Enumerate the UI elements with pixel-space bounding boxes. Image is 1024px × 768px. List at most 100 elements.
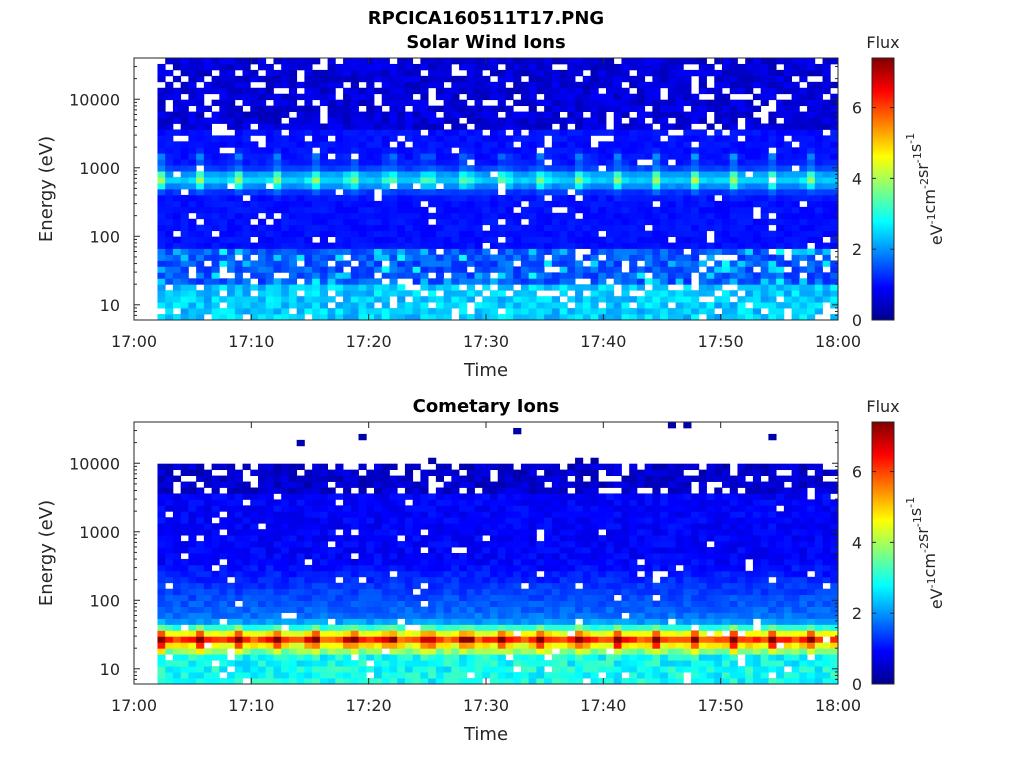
- spectrogram-cell: [350, 630, 359, 637]
- spectrogram-cell: [165, 153, 174, 160]
- spectrogram-cell: [513, 165, 522, 172]
- spectrogram-cell: [814, 123, 823, 130]
- spectrogram-cell: [466, 600, 475, 607]
- spectrogram-cell: [606, 242, 615, 249]
- spectrogram-cell: [660, 266, 669, 273]
- spectrogram-cell: [513, 302, 522, 309]
- spectrogram-cell: [443, 469, 452, 476]
- spectrogram-cell: [528, 290, 537, 297]
- spectrogram-cell: [381, 153, 390, 160]
- spectrogram-cell: [683, 236, 692, 243]
- spectrogram-cell: [273, 648, 282, 655]
- spectrogram-cell: [227, 588, 236, 596]
- spectrogram-cell: [234, 87, 243, 95]
- spectrogram-cell: [234, 290, 243, 297]
- spectrogram-cell: [250, 147, 259, 154]
- spectrogram-cell: [497, 242, 506, 249]
- spectrogram-cell: [466, 141, 475, 148]
- spectrogram-cell: [466, 129, 475, 136]
- spectrogram-cell: [304, 87, 313, 95]
- spectrogram-cell: [528, 183, 537, 190]
- spectrogram-cell: [389, 129, 398, 136]
- spectrogram-cell: [288, 99, 298, 107]
- spectrogram-cell: [180, 576, 189, 584]
- spectrogram-cell: [683, 296, 692, 303]
- spectrogram-cell: [366, 87, 375, 95]
- spectrogram-cell: [211, 177, 220, 184]
- spectrogram-cell: [366, 147, 375, 154]
- spectrogram-cell: [714, 224, 723, 232]
- spectrogram-cell: [165, 564, 174, 572]
- spectrogram-cell: [636, 308, 646, 315]
- spectrogram-cell: [575, 236, 584, 243]
- spectrogram-cell: [374, 523, 383, 530]
- spectrogram-cell: [319, 206, 328, 214]
- spectrogram-cell: [288, 242, 298, 249]
- spectrogram-cell: [459, 290, 468, 297]
- spectrogram-cell: [520, 153, 530, 160]
- spectrogram-cell: [304, 469, 313, 476]
- spectrogram-cell: [729, 200, 738, 208]
- spectrogram-cell: [219, 678, 228, 685]
- spectrogram-cell: [366, 242, 375, 249]
- spectrogram-cell: [327, 189, 336, 196]
- spectrogram-cell: [590, 147, 599, 154]
- spectrogram-cell: [606, 236, 615, 243]
- spectrogram-cell: [219, 254, 228, 261]
- spectrogram-cell: [389, 63, 398, 71]
- spectrogram-cell: [343, 636, 352, 643]
- spectrogram-cell: [675, 69, 684, 77]
- spectrogram-cell: [203, 69, 212, 77]
- spectrogram-cell: [188, 260, 197, 267]
- spectrogram-cell: [621, 242, 630, 249]
- spectrogram-cell: [327, 141, 336, 148]
- spectrogram-cell: [234, 499, 243, 506]
- spectrogram-cell: [219, 165, 228, 172]
- spectrogram-cell: [381, 189, 390, 196]
- spectrogram-cell: [644, 141, 653, 148]
- spectrogram-cell: [636, 81, 646, 89]
- spectrogram-cell: [358, 200, 367, 208]
- spectrogram-cell: [621, 218, 630, 226]
- spectrogram-cell: [729, 81, 738, 89]
- spectrogram-cell: [768, 254, 777, 261]
- spectrogram-cell: [520, 58, 530, 65]
- spectrogram-cell: [188, 171, 197, 178]
- spectrogram-cell: [691, 236, 700, 243]
- spectrogram-cell: [412, 171, 421, 178]
- spectrogram-cell: [830, 111, 839, 118]
- spectrogram-cell: [288, 93, 298, 101]
- spectrogram-cell: [451, 594, 460, 602]
- spectrogram-cell: [606, 296, 615, 303]
- spectrogram-cell: [474, 189, 483, 196]
- spectrogram-cell: [165, 558, 174, 566]
- spectrogram-cell: [273, 117, 282, 124]
- spectrogram-cell: [428, 290, 437, 297]
- spectrogram-cell: [428, 296, 437, 303]
- spectrogram-cell: [722, 308, 731, 315]
- spectrogram-cell: [397, 266, 406, 273]
- spectrogram-cell: [505, 296, 514, 303]
- spectrogram-cell: [451, 558, 460, 566]
- spectrogram-cell: [273, 678, 282, 685]
- spectrogram-cell: [227, 314, 236, 321]
- spectrogram-cell: [528, 99, 537, 107]
- spectrogram-cell: [722, 165, 731, 172]
- spectrogram-cell: [234, 212, 243, 220]
- spectrogram-cell: [660, 314, 669, 321]
- spectrogram-cell: [327, 553, 336, 560]
- spectrogram-cell: [350, 624, 359, 631]
- spectrogram-cell: [435, 200, 444, 208]
- spectrogram-cell: [459, 165, 468, 172]
- spectrogram-cell: [505, 93, 514, 101]
- spectrogram-cell: [397, 81, 406, 89]
- spectrogram-cell: [358, 165, 367, 172]
- spectrogram-cell: [698, 111, 707, 118]
- spectrogram-cell: [381, 200, 390, 208]
- spectrogram-cell: [698, 224, 707, 232]
- spectrogram-cell: [343, 290, 352, 297]
- spectrogram-cell: [366, 469, 375, 476]
- spectrogram-cell: [459, 558, 468, 566]
- spectrogram-cell: [227, 117, 236, 124]
- spectrogram-cell: [389, 171, 398, 178]
